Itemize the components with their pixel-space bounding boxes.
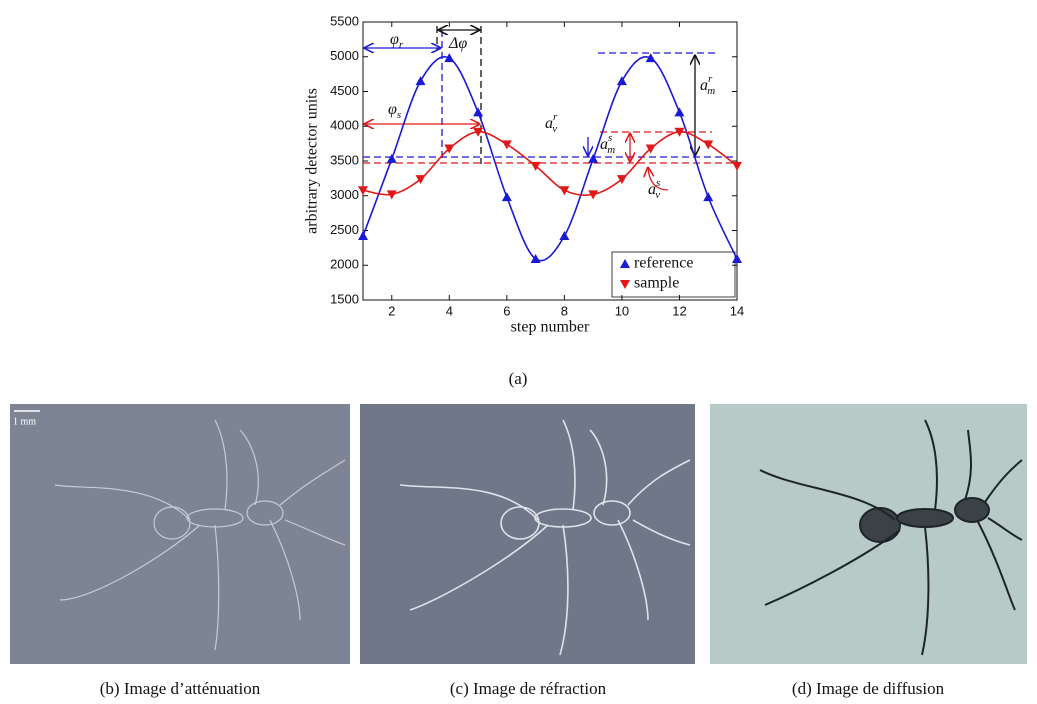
x-tick-label: 8 [561,303,568,318]
panel-caption: (d) Image de diffusion [792,679,945,698]
x-tick-label: 14 [730,303,744,318]
marker [732,253,742,263]
annotation-symbol: a [600,136,608,153]
marker [645,144,656,154]
marker [444,53,455,63]
annotation-sup: r [553,111,558,123]
y-tick-label: 5500 [330,13,359,28]
annotation-sup: s [608,132,612,144]
marker [674,127,685,137]
marker [530,161,541,171]
marker [501,192,512,202]
marker [501,140,512,150]
panel-caption: (c) Image de réfraction [450,679,607,698]
annotation-sup: s [656,177,660,189]
marker [473,127,484,137]
panel-d [710,404,1027,664]
marker [358,231,368,241]
marker [559,231,570,241]
y-tick-label: 3000 [330,187,359,202]
x-tick-label: 6 [503,303,510,318]
chart-caption: (a) [509,369,528,388]
marker [588,153,599,163]
annotation: ar m [700,73,715,97]
marker [616,76,627,86]
marker [588,190,599,200]
plot [362,21,738,301]
annotation-sub: r [399,39,404,51]
annotation: φr [390,31,404,51]
marker [559,186,570,196]
legend-marker [620,280,630,289]
annotation: ar v [545,111,558,135]
panel-b [10,404,350,664]
x-tick-label: 12 [672,303,686,318]
marker [616,175,627,185]
annotation: as m [600,132,615,156]
marker [473,107,484,117]
x-tick-label: 10 [615,303,629,318]
y-tick-label: 4500 [330,83,359,98]
x-axis-label: step number [511,319,590,336]
x-tick-label: 2 [388,303,395,318]
y-tick-label: 4000 [330,118,359,133]
marker [358,186,368,196]
y-tick-label: 3500 [330,152,359,167]
y-tick-label: 5000 [330,48,359,63]
legend-label: reference [634,255,694,272]
annotation-sub: v [655,189,660,201]
annotation-symbol: a [648,181,656,198]
y-tick-label: 2500 [330,222,359,237]
legend-marker [620,259,630,268]
panel-c [360,404,695,664]
marker [415,76,426,86]
marker [386,153,397,163]
panel-caption: (b) Image d’atténuation [100,679,261,698]
annotation-symbol: a [545,115,553,132]
scale-bar: 1 mm [13,416,36,427]
annotation-symbol: φ [388,101,397,118]
marker [703,192,714,202]
y-axis-label: arbitrary detector units [304,88,321,234]
y-tick-label: 1500 [330,291,359,306]
annotation-symbol: Δφ [448,35,467,52]
marker [645,53,656,63]
marker [415,175,426,185]
legend-box [611,251,736,298]
annotation-sub: s [397,109,401,121]
marker [674,107,685,117]
marker [386,190,397,200]
y-tick-label: 2000 [330,257,359,272]
legend-label: sample [634,275,679,292]
annotation-sub: v [552,123,557,135]
annotation: Δφ [448,35,467,52]
marker [444,144,455,154]
annotation-sub: m [707,85,715,97]
x-tick-label: 4 [446,303,453,318]
marker [732,161,742,171]
annotation: φs [388,101,401,121]
annotation-symbol: φ [390,31,399,48]
annotation-symbol: a [700,77,708,94]
marker [703,140,714,150]
annotation: as v [648,177,660,201]
marker [530,253,541,263]
annotation-sup: r [708,73,713,85]
annotation-sub: m [607,144,615,156]
arrows [365,30,695,191]
